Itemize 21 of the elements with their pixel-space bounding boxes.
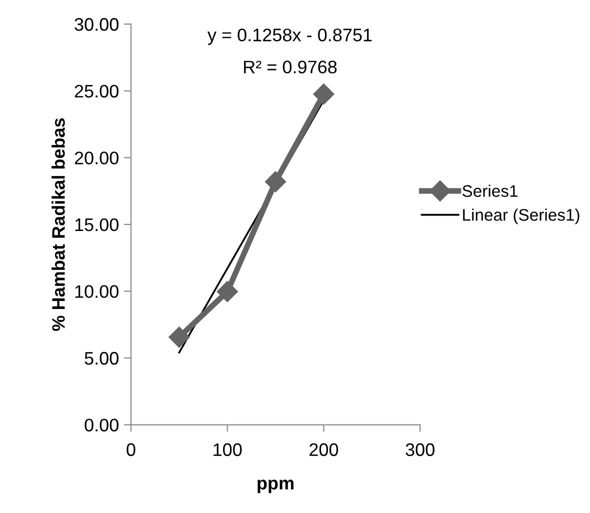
y-tick-label: 5.00 — [84, 352, 118, 365]
y-tick-label: 20.00 — [74, 152, 118, 164]
y-axis-title: % Hambat Radikal bebas — [52, 118, 65, 331]
annotation: R² = 0.9768 — [244, 60, 337, 74]
x-tick-label: 200 — [310, 443, 338, 456]
legend-label: Series1 — [462, 184, 518, 197]
annotation: y = 0.1258x - 0.8751 — [207, 28, 372, 45]
point — [265, 171, 286, 192]
x-axis-title: ppm — [258, 480, 294, 494]
y-tick-label: 15.00 — [75, 218, 118, 232]
point — [313, 84, 334, 105]
y-tick-label: 0.00 — [84, 418, 118, 432]
x-tick-label: 100 — [214, 443, 242, 456]
legend-label: Linear (Series1) — [463, 208, 580, 224]
y-tick-label: 30.00 — [74, 18, 118, 31]
point — [216, 281, 238, 302]
x-tick-label: 0 — [126, 443, 136, 456]
x-tick-label: 300 — [406, 443, 434, 456]
y-tick-label: 25.00 — [74, 84, 118, 98]
point — [168, 326, 190, 348]
y-tick-label: 10.00 — [75, 285, 118, 298]
